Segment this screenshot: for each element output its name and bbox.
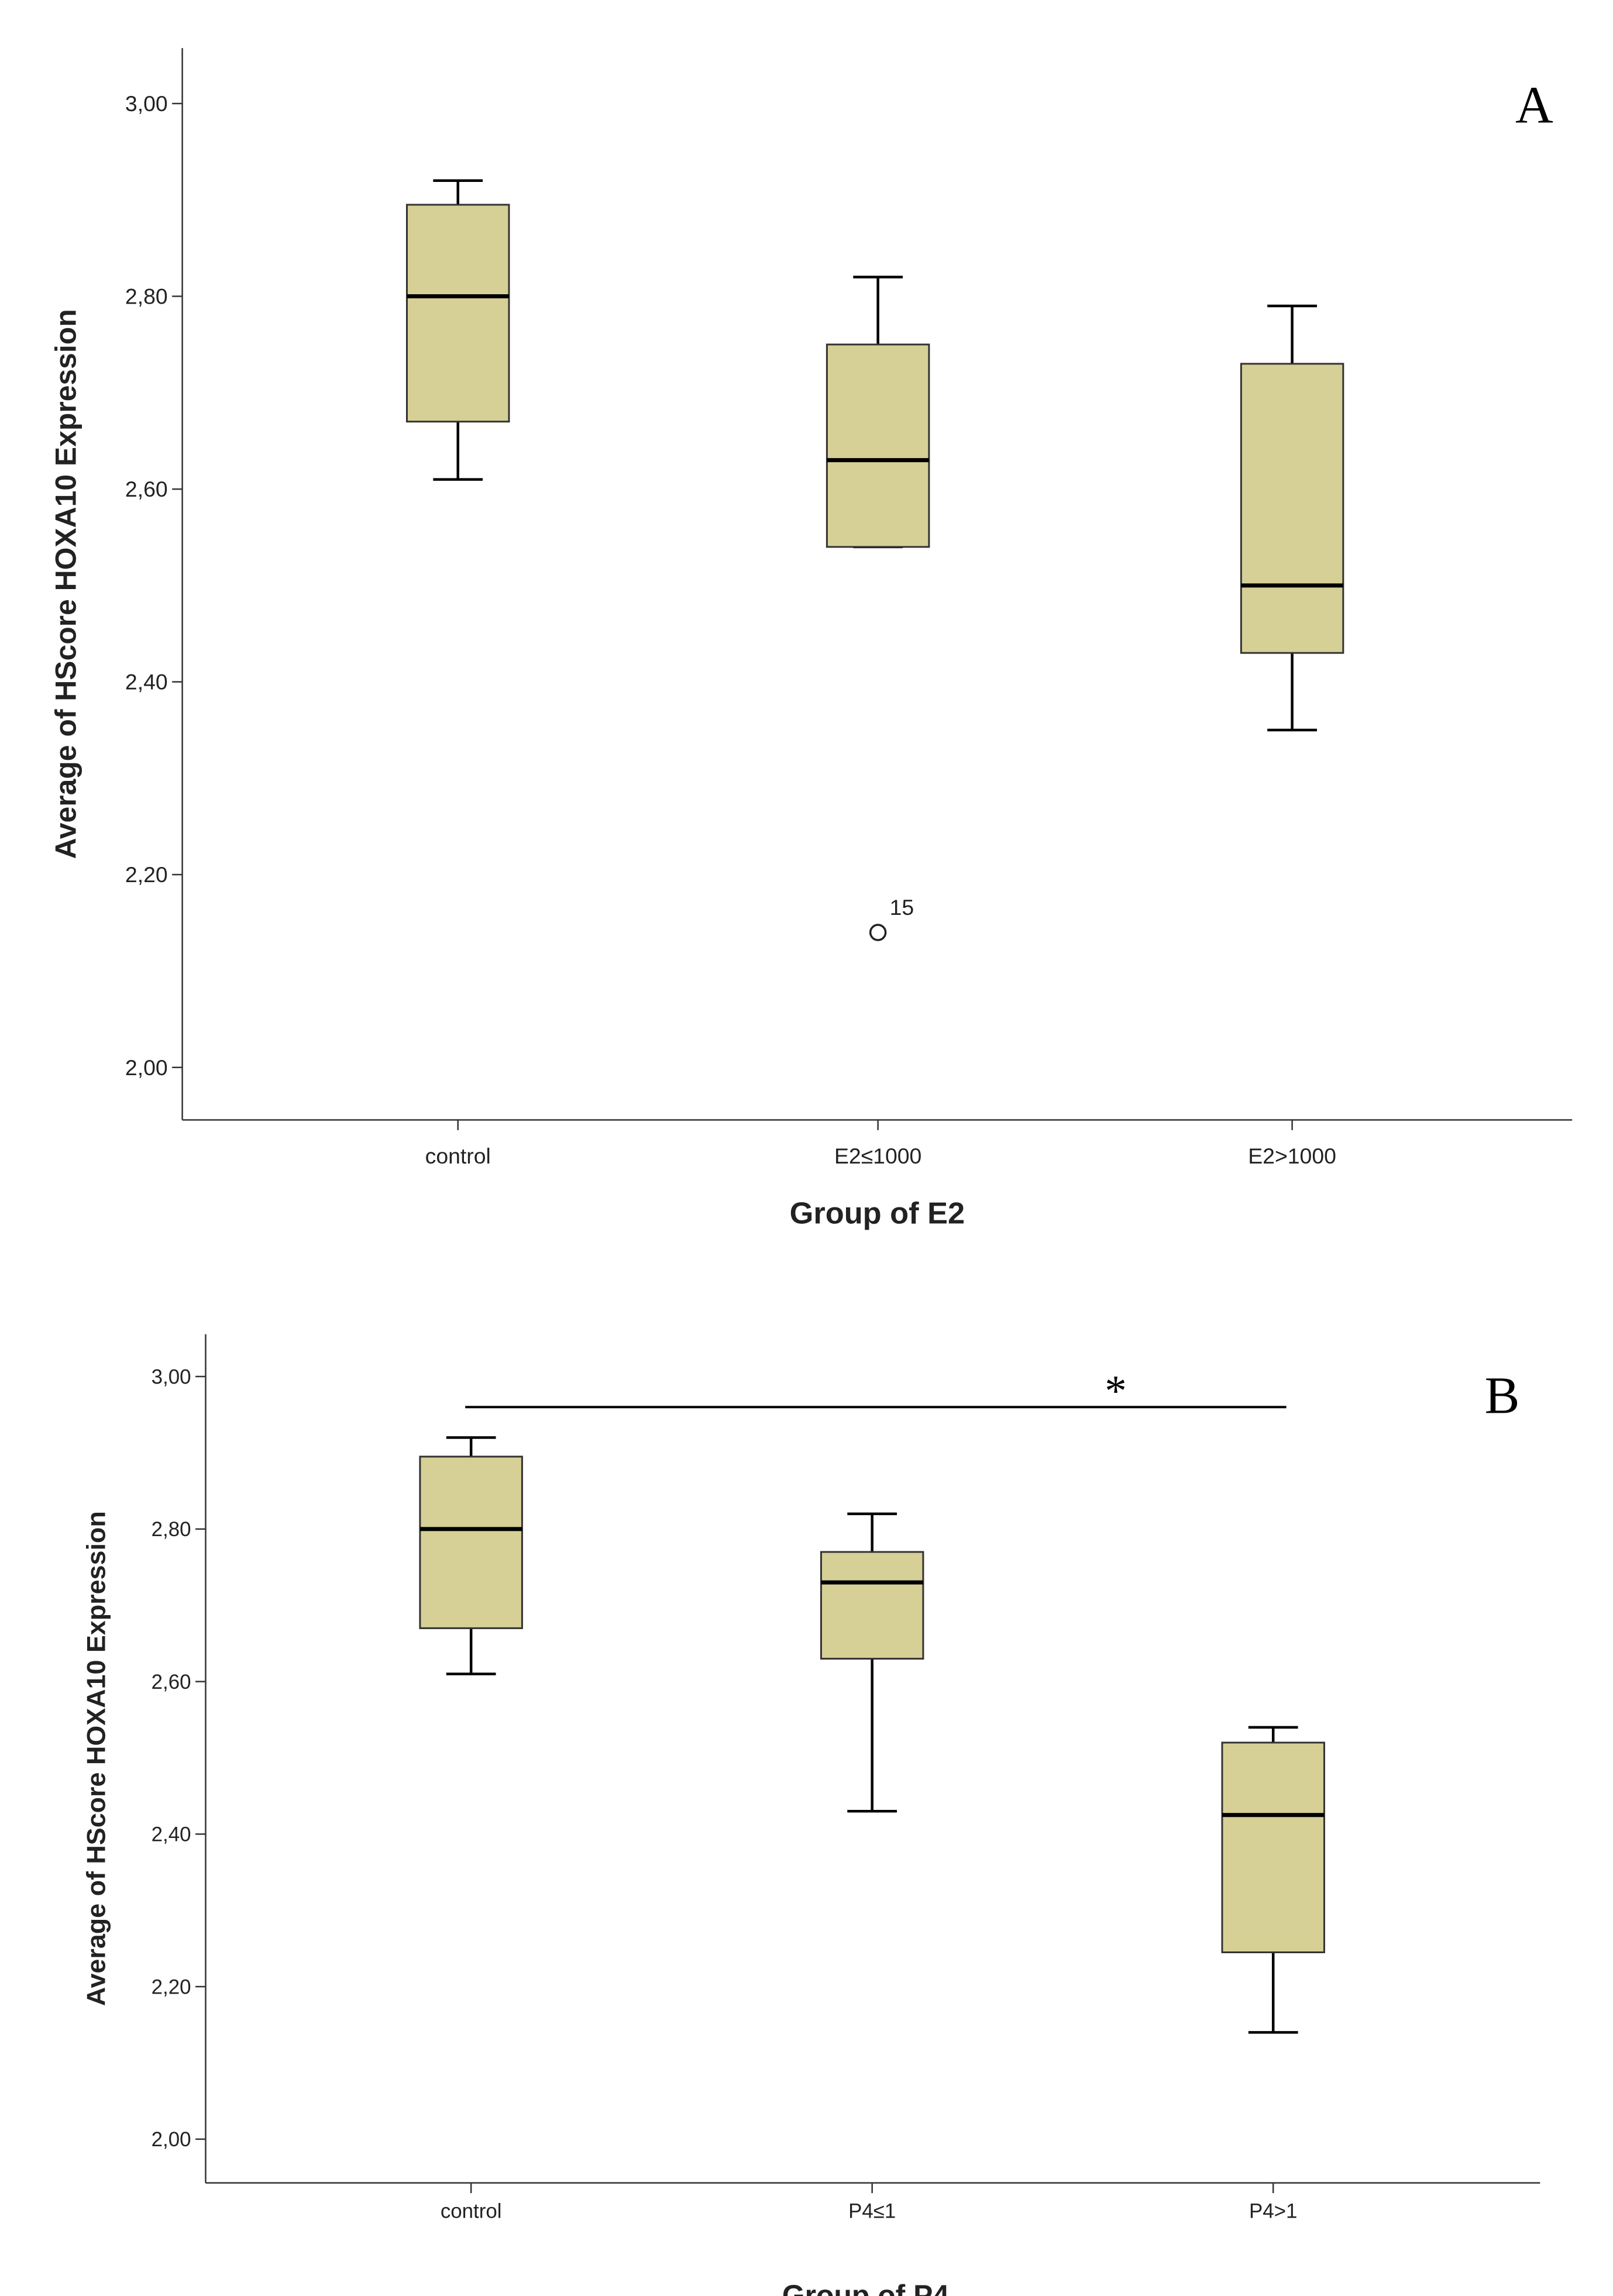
- y-tick-label: 2,80: [152, 1518, 191, 1541]
- panel-label: A: [1515, 76, 1553, 134]
- y-axis-title: Average of HScore HOXA10 Expression: [50, 309, 82, 859]
- x-tick-label: E2≤1000: [834, 1144, 921, 1168]
- y-tick-label: 2,20: [125, 862, 168, 887]
- box-3: [1221, 1726, 1325, 2034]
- y-tick-label: 2,60: [152, 1671, 191, 1693]
- y-tick-label: 2,20: [152, 1975, 191, 1998]
- y-tick-label: 3,00: [125, 91, 168, 116]
- x-tick-label: control: [441, 2199, 502, 2222]
- y-tick-label: 2,60: [125, 477, 168, 501]
- x-axis-title: Group of P4: [782, 2279, 949, 2296]
- box-body: [1221, 1741, 1325, 1953]
- chart-panel-A: 2,00 2,20 2,40 2,60 2,80 3,00 control E2≤1000 E2…: [50, 48, 1573, 1230]
- y-tick-label: 2,40: [152, 1823, 191, 1846]
- y-tick-label: 2,40: [125, 670, 168, 694]
- x-tick-label: E2>1000: [1248, 1144, 1336, 1168]
- x-tick-label: P4≤1: [848, 2199, 896, 2222]
- y-tick-label: 3,00: [152, 1365, 191, 1388]
- box-1: [405, 179, 510, 481]
- outlier-point: [869, 924, 887, 941]
- box-2: [826, 276, 930, 549]
- panel-label: B: [1485, 1366, 1520, 1424]
- y-tick-label: 2,80: [125, 284, 168, 309]
- box-2: [820, 1512, 924, 1813]
- y-tick-label: 2,00: [152, 2128, 191, 2151]
- box-3: [1240, 304, 1344, 732]
- y-axis-title: Average of HScore HOXA10 Expression: [81, 1511, 111, 2006]
- y-tick-label: 2,00: [125, 1055, 168, 1080]
- chart-panel-B: 2,00 2,20 2,40 2,60 2,80 3,00 control P4≤1 P4>1 *…: [81, 1334, 1540, 2296]
- box-body: [826, 343, 930, 548]
- box-1: [419, 1436, 523, 1675]
- x-axis-title: Group of E2: [790, 1196, 965, 1230]
- x-tick-label: control: [425, 1144, 491, 1168]
- box-body: [405, 204, 510, 423]
- box-body: [1240, 363, 1344, 654]
- box-body: [820, 1551, 924, 1660]
- significance-marker: *: [1105, 1366, 1127, 1415]
- x-tick-label: P4>1: [1249, 2199, 1297, 2222]
- outlier-label: 15: [890, 895, 914, 920]
- box-body: [419, 1455, 523, 1629]
